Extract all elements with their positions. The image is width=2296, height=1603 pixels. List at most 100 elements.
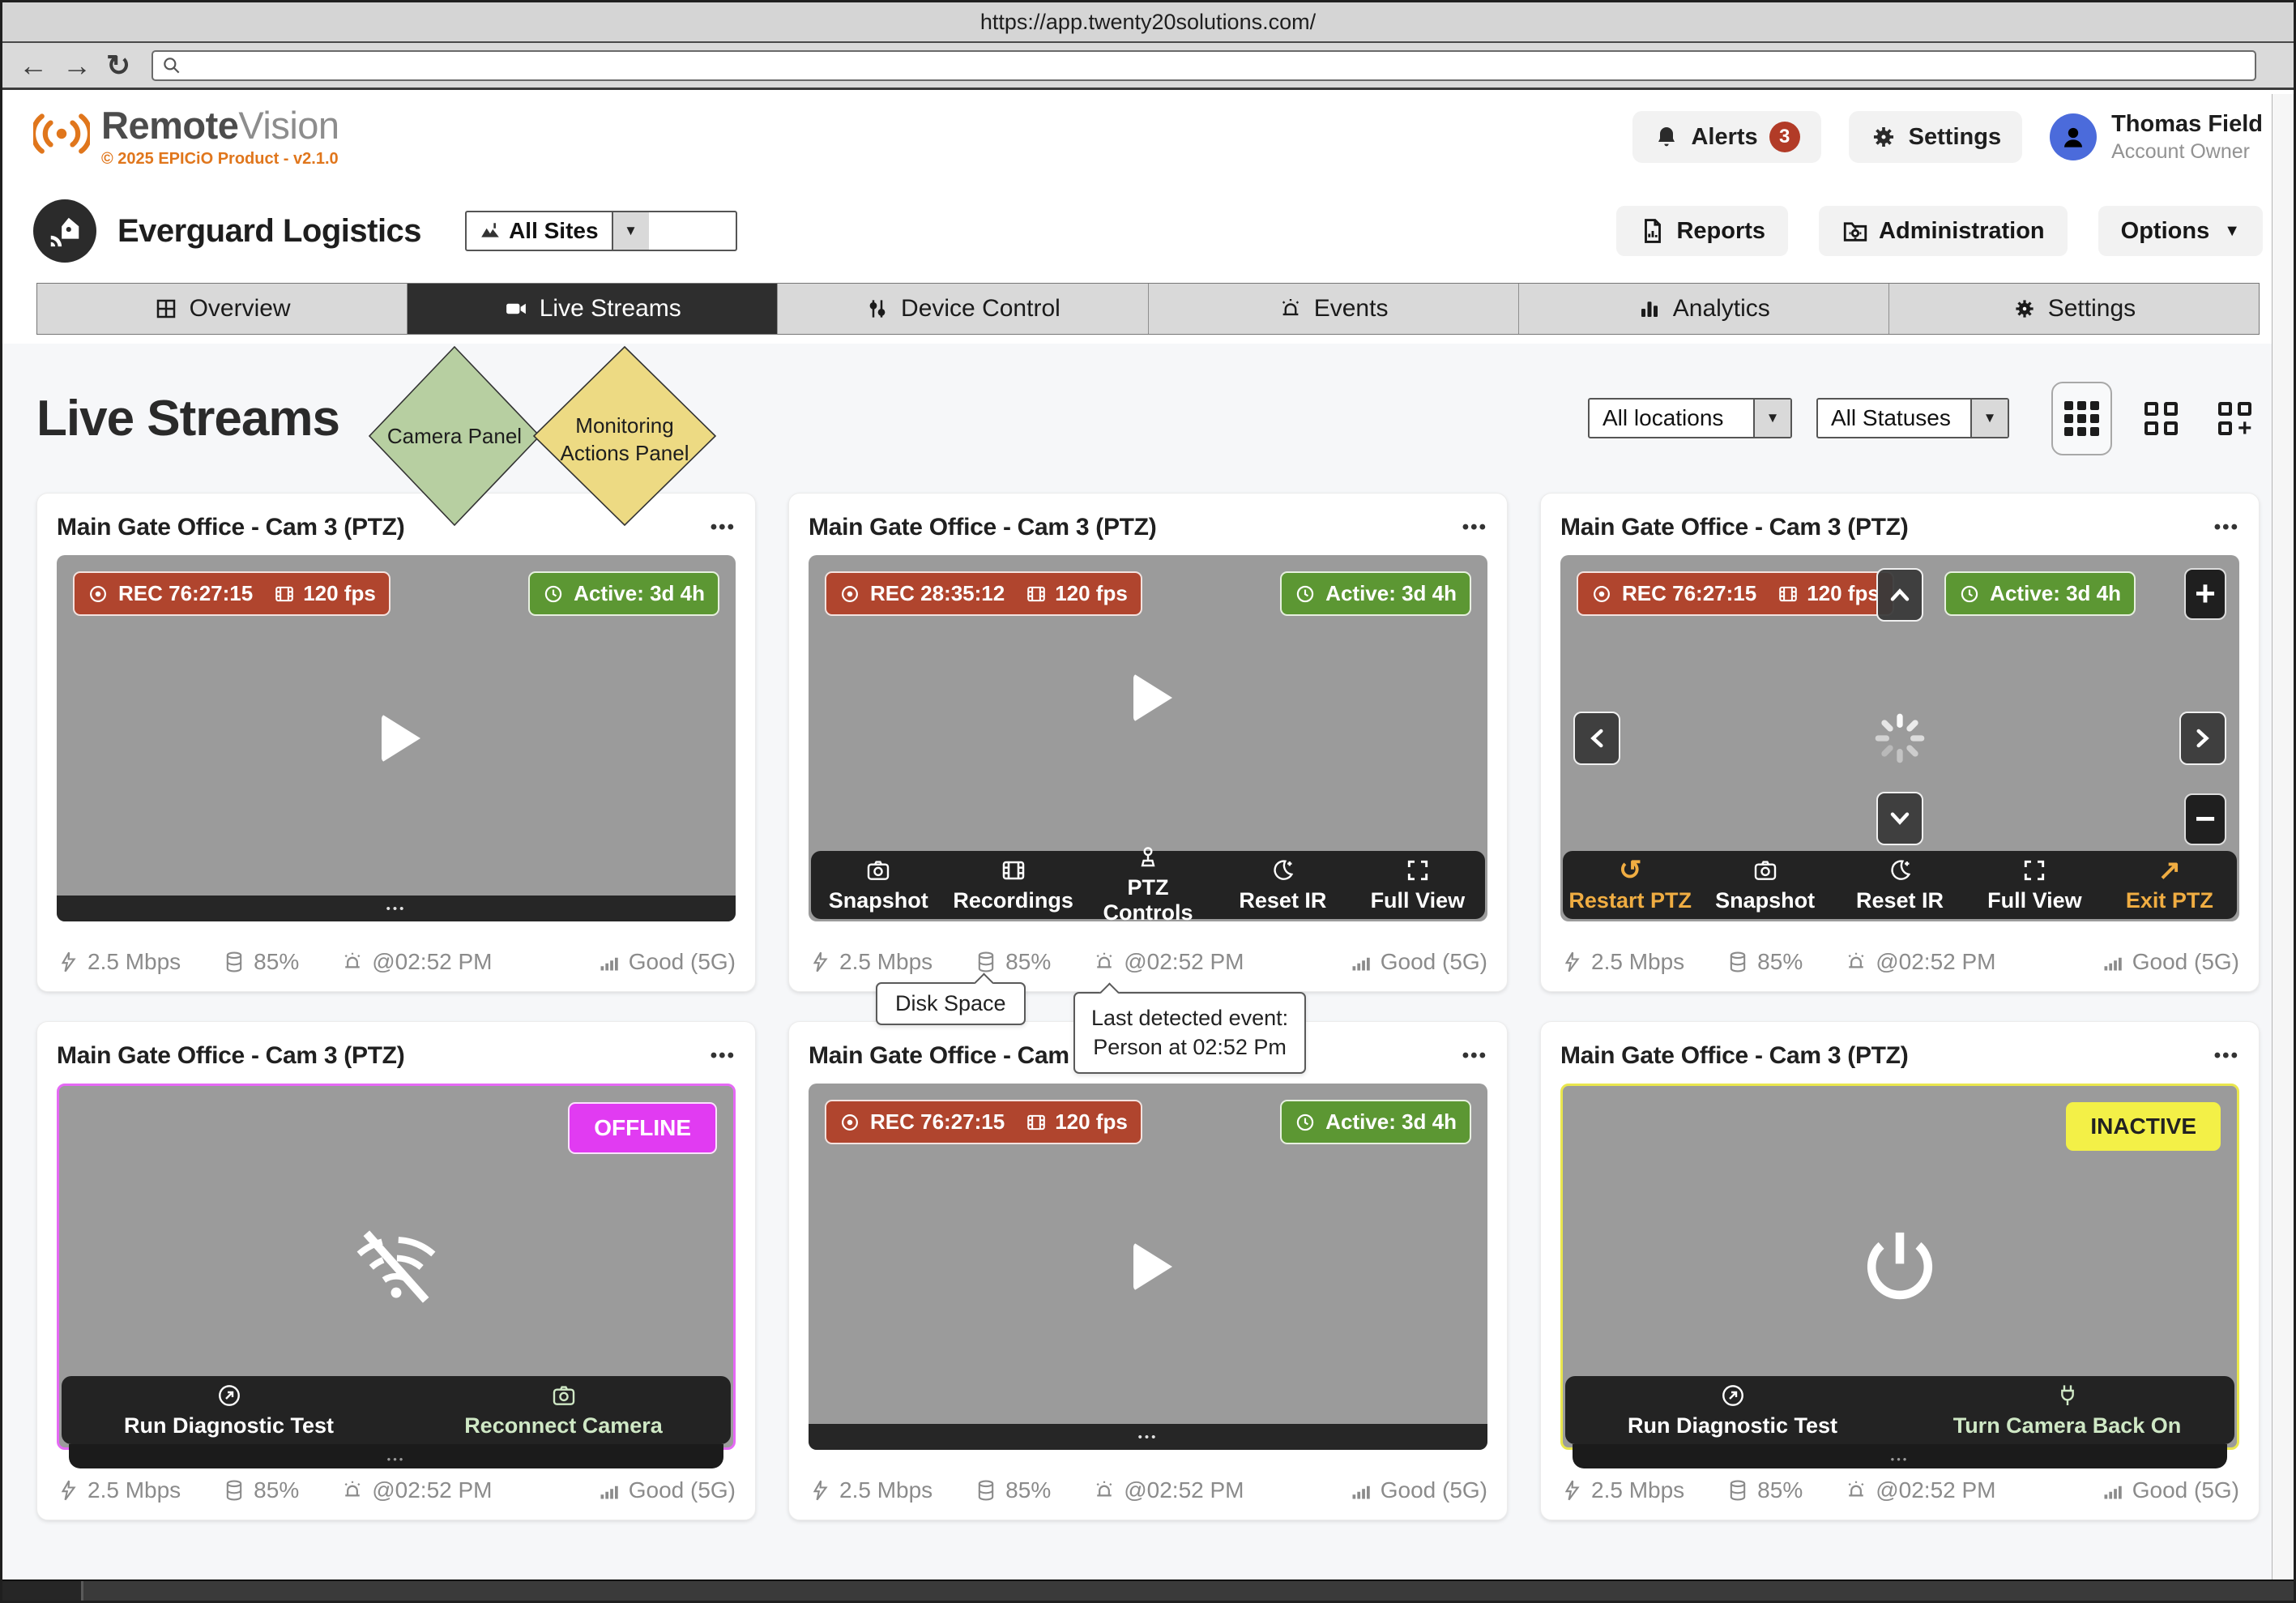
video-frame[interactable]: OFFLINE Run Diagnostic Test Reconnect Ca… <box>57 1084 736 1468</box>
card-menu-icon[interactable]: ••• <box>710 516 736 538</box>
administration-button[interactable]: Administration <box>1819 206 2068 256</box>
last-event-stat[interactable]: @02:52 PM <box>1093 949 1244 975</box>
disk-stat[interactable]: 85% <box>223 949 299 975</box>
actions-handle[interactable]: ••• <box>57 896 736 921</box>
settings-button[interactable]: Settings <box>1848 111 2023 163</box>
last-event-stat[interactable]: @02:52 PM <box>341 949 493 975</box>
video-frame[interactable]: REC 28:35:12 120 fps Active: 3d 4h Snaps… <box>809 555 1487 925</box>
person-icon <box>2057 121 2089 153</box>
svg-text:Monitoring: Monitoring <box>575 413 673 438</box>
snapshot-button[interactable]: Snapshot <box>1697 857 1832 913</box>
reports-button[interactable]: Reports <box>1616 206 1789 256</box>
tab-device-control[interactable]: Device Control <box>778 284 1149 334</box>
active-badge: Active: 3d 4h <box>1944 571 2136 616</box>
ptz-controls-button[interactable]: PTZ Controls <box>1081 844 1215 925</box>
siren-icon <box>1845 1479 1867 1502</box>
reset-ir-button[interactable]: Reset IR <box>1215 857 1350 913</box>
alerts-button[interactable]: Alerts 3 <box>1632 111 1821 163</box>
url-input[interactable] <box>152 49 2256 81</box>
status-filter-select[interactable]: All Statuses ▼ <box>1816 398 2009 438</box>
reset-ir-button[interactable]: Reset IR <box>1833 857 1967 913</box>
status-filter-caret[interactable]: ▼ <box>1970 400 2008 437</box>
forward-icon[interactable]: → <box>62 48 92 82</box>
actions-handle[interactable]: ••• <box>809 1424 1487 1450</box>
options-button[interactable]: Options ▼ <box>2098 206 2263 256</box>
disk-stat[interactable]: 85% <box>1726 949 1803 975</box>
tab-live-streams[interactable]: Live Streams <box>408 284 779 334</box>
bandwidth-stat: 2.5 Mbps <box>1560 1477 1684 1503</box>
play-icon[interactable] <box>1133 673 1172 722</box>
last-event-stat[interactable]: @02:52 PM <box>1845 1477 1996 1503</box>
refresh-icon[interactable]: ↻ <box>106 48 131 82</box>
restart-ptz-button[interactable]: ↺ Restart PTZ <box>1563 857 1697 913</box>
video-frame[interactable]: REC 76:27:15 120 fps Active: 3d 4h ••• <box>57 555 736 921</box>
camera-icon <box>551 1383 577 1409</box>
browser-toolbar: ← → ↻ <box>2 43 2294 90</box>
video-frame[interactable]: INACTIVE Run Diagnostic Test Turn Camera… <box>1560 1084 2239 1468</box>
svg-text:Actions Panel: Actions Panel <box>561 441 689 465</box>
site-filter-select[interactable]: All Sites ▼ <box>465 211 738 251</box>
bolt-icon <box>809 1479 831 1502</box>
recording-badge: REC 76:27:15 120 fps <box>1577 571 1894 616</box>
card-menu-icon[interactable]: ••• <box>2213 1045 2239 1067</box>
location-filter-caret[interactable]: ▼ <box>1753 400 1790 437</box>
house-wifi-icon <box>46 212 83 250</box>
back-icon[interactable]: ← <box>19 48 48 82</box>
run-diagnostic-button[interactable]: Run Diagnostic Test <box>62 1383 396 1438</box>
scrollbar-track[interactable] <box>2272 94 2294 1579</box>
reconnect-camera-button[interactable]: Reconnect Camera <box>396 1383 731 1438</box>
user-role: Account Owner <box>2111 139 2250 163</box>
full-view-button[interactable]: Full View <box>1351 857 1485 913</box>
camera-card-5: Main Gate Office - Cam 3 (PTZ) ••• REC 7… <box>788 1021 1508 1520</box>
tab-overview[interactable]: Overview <box>37 284 408 334</box>
snapshot-button[interactable]: Snapshot <box>811 857 945 913</box>
recordings-button[interactable]: Recordings <box>945 857 1080 913</box>
disk-stat[interactable]: 85% <box>975 1477 1051 1503</box>
active-badge: Active: 3d 4h <box>1280 571 1471 616</box>
location-filter-select[interactable]: All locations ▼ <box>1588 398 1792 438</box>
last-event-stat[interactable]: @02:52 PM <box>341 1477 493 1503</box>
restart-icon: ↺ <box>1618 854 1642 886</box>
signal-stat: Good (5G) <box>2102 949 2239 975</box>
tab-settings[interactable]: Settings <box>1888 284 2260 334</box>
run-diagnostic-button[interactable]: Run Diagnostic Test <box>1565 1383 1900 1438</box>
full-view-button[interactable]: Full View <box>1967 857 2102 913</box>
disk-stat[interactable]: 85% <box>1726 1477 1803 1503</box>
pan-right-button[interactable] <box>2179 712 2226 765</box>
disk-stat[interactable]: 85% <box>223 1477 299 1503</box>
tooltip-disk-space: Disk Space <box>876 972 1026 1025</box>
bandwidth-stat: 2.5 Mbps <box>809 1477 932 1503</box>
bell-icon <box>1654 124 1679 150</box>
pan-down-button[interactable] <box>1876 792 1923 845</box>
zoom-in-button[interactable]: + <box>2184 568 2226 620</box>
last-event-stat[interactable]: @02:52 PM <box>1845 949 1996 975</box>
card-menu-icon[interactable]: ••• <box>2213 516 2239 538</box>
chevron-down-icon: ▼ <box>2224 221 2240 240</box>
turn-camera-on-button[interactable]: Turn Camera Back On <box>1900 1383 2234 1438</box>
add-view-button[interactable]: + <box>2210 394 2260 443</box>
card-menu-icon[interactable]: ••• <box>1462 1045 1487 1067</box>
user-menu[interactable]: Thomas Field Account Owner <box>2050 111 2263 164</box>
site-filter-caret[interactable]: ▼ <box>611 212 649 250</box>
zoom-out-button[interactable]: − <box>2184 793 2226 845</box>
actions-handle[interactable]: ••• <box>1573 1444 2227 1468</box>
video-frame[interactable]: REC 76:27:15 120 fps Active: 3d 4h + − ↺ <box>1560 555 2239 921</box>
play-icon[interactable] <box>1133 1242 1172 1291</box>
exit-ptz-button[interactable]: ↗ Exit PTZ <box>2102 857 2237 913</box>
disk-stat[interactable]: 85% <box>975 949 1051 975</box>
actions-handle[interactable]: ••• <box>69 1444 723 1468</box>
tab-events[interactable]: Events <box>1148 284 1519 334</box>
grid-view-large-button[interactable] <box>2136 394 2186 443</box>
video-frame[interactable]: REC 76:27:15 120 fps Active: 3d 4h ••• <box>809 1084 1487 1450</box>
signal-bars-icon <box>598 951 621 973</box>
chevron-left-icon <box>1582 724 1611 753</box>
tab-analytics[interactable]: Analytics <box>1518 284 1889 334</box>
card-menu-icon[interactable]: ••• <box>1462 516 1487 538</box>
signal-bars-icon <box>598 1479 621 1502</box>
pan-left-button[interactable] <box>1573 712 1620 765</box>
card-menu-icon[interactable]: ••• <box>710 1045 736 1067</box>
grid-view-small-button[interactable] <box>2051 381 2112 455</box>
pan-up-button[interactable] <box>1876 568 1923 622</box>
play-icon[interactable] <box>382 714 420 763</box>
last-event-stat[interactable]: @02:52 PM <box>1093 1477 1244 1503</box>
